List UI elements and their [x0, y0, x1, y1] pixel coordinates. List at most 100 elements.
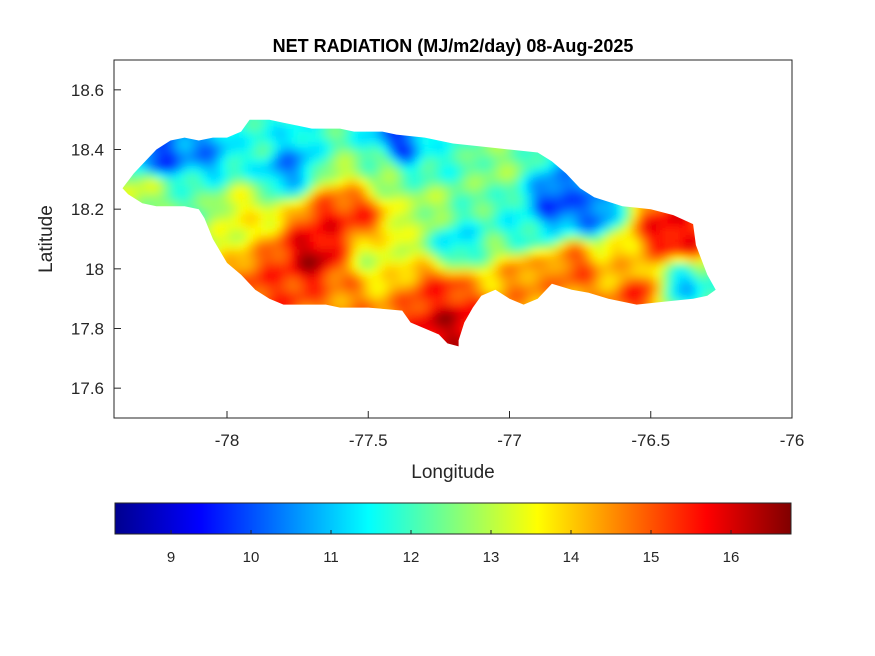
field-cell — [289, 242, 298, 251]
field-cell — [352, 242, 361, 251]
field-cell — [611, 228, 620, 237]
field-cell — [226, 221, 235, 230]
field-cell — [359, 214, 368, 223]
field-cell — [499, 270, 508, 279]
field-cell — [317, 284, 326, 293]
field-cell — [443, 165, 452, 174]
field-cell — [450, 277, 459, 286]
field-cell — [275, 207, 284, 216]
field-cell — [541, 249, 550, 258]
field-cell — [478, 221, 487, 230]
field-cell — [226, 137, 235, 146]
field-cell — [464, 221, 473, 230]
field-cell — [527, 284, 536, 293]
field-cell — [282, 200, 291, 209]
field-cell — [429, 235, 438, 244]
field-cell — [695, 270, 704, 279]
field-cell — [527, 263, 536, 272]
field-cell — [170, 179, 179, 188]
field-cell — [485, 270, 494, 279]
field-cell — [296, 193, 305, 202]
field-cell — [303, 179, 312, 188]
field-cell — [667, 277, 676, 286]
field-cell — [380, 130, 389, 139]
field-cell — [534, 256, 543, 265]
field-cell — [597, 263, 606, 272]
field-cell — [261, 179, 270, 188]
field-cell — [219, 179, 228, 188]
field-cell — [338, 291, 347, 300]
field-cell — [534, 207, 543, 216]
field-cell — [156, 158, 165, 167]
field-cell — [331, 284, 340, 293]
field-cell — [212, 165, 221, 174]
field-cell — [345, 277, 354, 286]
field-cell — [240, 172, 249, 181]
field-cell — [275, 130, 284, 139]
field-cell — [296, 263, 305, 272]
field-cell — [247, 158, 256, 167]
field-cell — [310, 193, 319, 202]
field-cell — [611, 270, 620, 279]
field-cell — [394, 151, 403, 160]
field-cell — [611, 214, 620, 223]
field-cell — [289, 291, 298, 300]
field-cell — [436, 256, 445, 265]
field-cell — [359, 228, 368, 237]
field-cell — [562, 277, 571, 286]
field-cell — [625, 291, 634, 300]
field-cell — [415, 228, 424, 237]
field-cell — [317, 144, 326, 153]
field-cell — [394, 235, 403, 244]
field-cell — [247, 200, 256, 209]
field-cell — [667, 235, 676, 244]
field-cell — [247, 119, 256, 125]
field-cell — [310, 151, 319, 160]
field-cell — [373, 263, 382, 272]
field-cell — [317, 193, 326, 202]
field-cell — [541, 193, 550, 202]
field-cell — [240, 151, 249, 160]
field-cell — [611, 256, 620, 265]
field-cell — [681, 270, 690, 279]
field-cell — [366, 235, 375, 244]
field-cell — [576, 256, 585, 265]
field-cell — [387, 256, 396, 265]
field-cell — [282, 158, 291, 167]
field-cell — [436, 249, 445, 258]
field-cell — [492, 172, 501, 181]
field-cell — [289, 221, 298, 230]
field-cell — [541, 214, 550, 223]
field-cell — [457, 214, 466, 223]
field-cell — [520, 277, 529, 286]
field-cell — [212, 186, 221, 195]
field-cell — [457, 305, 466, 314]
field-cell — [492, 179, 501, 188]
field-cell — [275, 151, 284, 160]
field-cell — [310, 179, 319, 188]
field-cell — [359, 186, 368, 195]
field-cell — [548, 214, 557, 223]
field-cell — [520, 172, 529, 181]
field-cell — [422, 144, 431, 153]
field-cell — [254, 235, 263, 244]
field-cell — [261, 284, 270, 293]
field-cell — [471, 193, 480, 202]
field-cell — [401, 165, 410, 174]
field-cell — [450, 242, 459, 251]
field-cell — [625, 256, 634, 265]
field-cell — [506, 221, 515, 230]
field-cell — [352, 158, 361, 167]
field-cell — [429, 326, 438, 335]
field-cell — [464, 235, 473, 244]
field-cell — [366, 298, 375, 307]
field-cell — [247, 144, 256, 153]
field-cell — [401, 298, 410, 307]
field-cell — [492, 200, 501, 209]
field-cell — [625, 235, 634, 244]
field-cell — [296, 214, 305, 223]
field-cell — [387, 172, 396, 181]
field-cell — [436, 228, 445, 237]
field-cell — [562, 270, 571, 279]
field-cell — [163, 158, 172, 167]
